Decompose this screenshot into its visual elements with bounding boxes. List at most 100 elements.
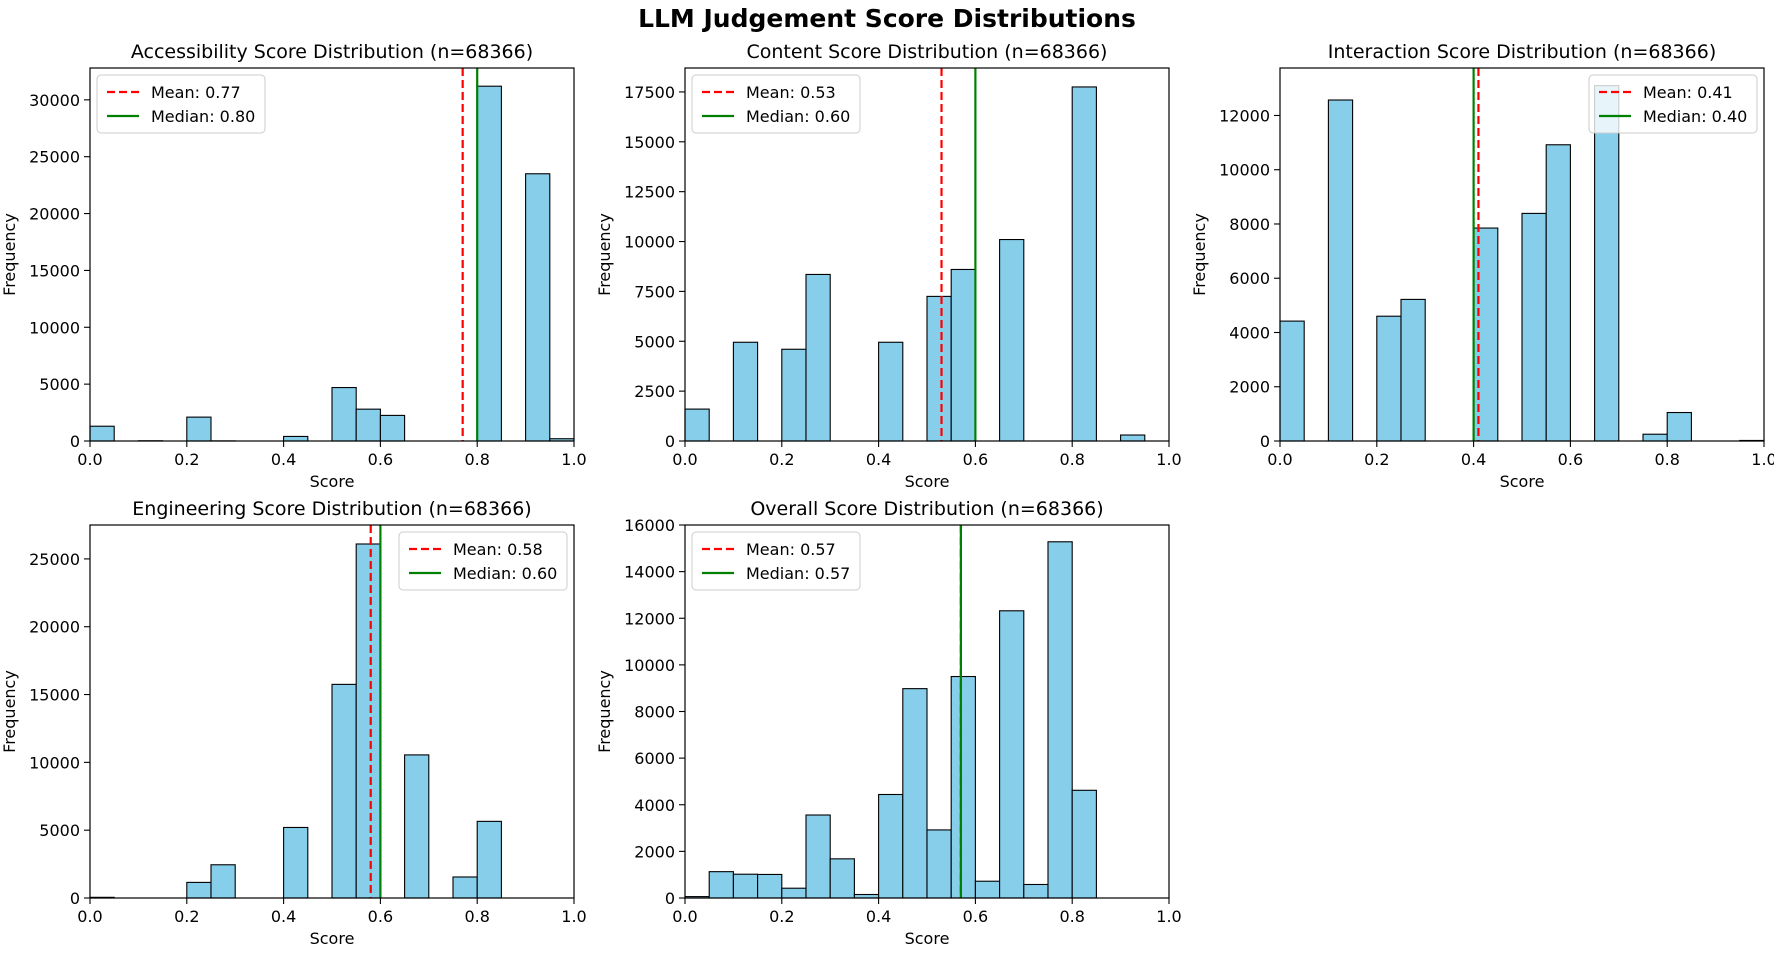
y-tick-label: 5000 (39, 821, 80, 840)
x-tick-label: 1.0 (1156, 450, 1181, 469)
y-tick-label: 20000 (29, 205, 80, 224)
x-tick-label: 1.0 (1156, 907, 1181, 926)
legend-median-label: Median: 0.60 (453, 564, 557, 583)
histogram-bar (757, 873, 783, 899)
y-tick-label: 12000 (624, 609, 675, 628)
histogram-bar (1047, 541, 1073, 899)
x-tick-label: 0.0 (1267, 450, 1292, 469)
y-tick-label: 7500 (634, 282, 675, 301)
axes-frame (1279, 67, 1765, 442)
histogram-bar (926, 829, 952, 899)
y-axis-label: Frequency (0, 213, 19, 296)
x-tick-label: 0.6 (963, 450, 988, 469)
x-tick-label: 0.0 (672, 907, 697, 926)
y-tick-label: 2000 (1229, 378, 1270, 397)
histogram-bar (186, 416, 212, 442)
chart-title: Accessibility Score Distribution (n=6836… (131, 41, 533, 63)
legend-box (691, 74, 861, 134)
x-axis-label: Score (1500, 472, 1545, 491)
histogram-bar (525, 173, 551, 442)
x-tick-label: 1.0 (561, 450, 586, 469)
y-tick-label: 25000 (29, 550, 80, 569)
x-tick-label: 0.4 (1461, 450, 1486, 469)
x-tick-label: 1.0 (561, 907, 586, 926)
y-tick-label: 15000 (29, 261, 80, 280)
histogram-bar (210, 864, 236, 899)
y-tick-label: 15000 (624, 133, 675, 152)
x-tick-label: 0.8 (464, 907, 489, 926)
y-tick-label: 2000 (634, 842, 675, 861)
histogram-bar (404, 754, 430, 899)
histogram-bar (902, 688, 928, 899)
x-axis-label: Score (310, 472, 355, 491)
histogram-bar (1666, 411, 1692, 442)
y-tick-label: 6000 (634, 749, 675, 768)
histogram-bar (732, 873, 759, 899)
x-tick-label: 0.2 (174, 450, 199, 469)
histogram-bar (283, 826, 309, 899)
histogram-bar (186, 881, 212, 899)
y-axis-label: Frequency (1190, 213, 1209, 296)
histogram-bar (1023, 883, 1049, 899)
chart-0 (84, 67, 575, 447)
y-tick-label: 8000 (1229, 215, 1270, 234)
histogram-bar (1376, 315, 1402, 442)
axes-frame (684, 67, 1170, 442)
y-tick-label: 25000 (29, 148, 80, 167)
histogram-bar (452, 876, 478, 899)
y-axis-label: Frequency (595, 213, 614, 296)
histogram-bar (999, 610, 1025, 899)
x-tick-label: 0.8 (464, 450, 489, 469)
histogram-bar (476, 85, 502, 442)
x-tick-label: 0.2 (1364, 450, 1389, 469)
histogram-bar (684, 408, 710, 442)
x-tick-label: 0.6 (368, 450, 393, 469)
figure-title: LLM Judgement Score Distributions (638, 4, 1136, 33)
x-axis-label: Score (310, 929, 355, 948)
histogram-bar (732, 341, 759, 442)
x-tick-label: 0.2 (769, 450, 794, 469)
y-tick-label: 0 (665, 432, 675, 451)
histogram-bar (1545, 144, 1571, 442)
legend-box (691, 531, 861, 591)
chart-title: Engineering Score Distribution (n=68366) (132, 498, 531, 520)
histogram-bar (708, 871, 734, 899)
histogram-bar (1279, 320, 1305, 442)
chart-title: Overall Score Distribution (n=68366) (750, 498, 1103, 520)
axes-frame (89, 524, 575, 899)
y-tick-label: 4000 (1229, 323, 1270, 342)
y-tick-label: 10000 (29, 318, 80, 337)
x-tick-label: 0.4 (271, 450, 296, 469)
y-tick-label: 0 (70, 432, 80, 451)
x-tick-label: 0.8 (1654, 450, 1679, 469)
legend-median-label: Median: 0.40 (1643, 107, 1747, 126)
x-tick-label: 0.0 (77, 907, 102, 926)
histogram-bar (1400, 298, 1426, 442)
histogram-bar (878, 341, 904, 442)
y-axis-label: Frequency (0, 670, 19, 753)
x-tick-label: 0.6 (368, 907, 393, 926)
y-tick-label: 5000 (634, 332, 675, 351)
x-tick-label: 0.8 (1059, 450, 1084, 469)
x-axis-label: Score (905, 472, 950, 491)
y-tick-label: 30000 (29, 91, 80, 110)
histogram-bar (1473, 227, 1499, 442)
histogram-bar (1071, 789, 1097, 899)
histogram-bar (805, 814, 831, 899)
histogram-bar (974, 880, 1001, 899)
legend-median-label: Median: 0.60 (746, 107, 850, 126)
histogram-bar (1642, 433, 1668, 442)
histogram-bar (331, 683, 357, 899)
histogram-bar (1594, 85, 1620, 442)
x-tick-label: 0.4 (866, 450, 891, 469)
x-tick-label: 0.0 (77, 450, 102, 469)
histogram-bar (1521, 212, 1547, 442)
x-tick-label: 0.6 (963, 907, 988, 926)
y-tick-label: 5000 (39, 375, 80, 394)
legend-median-label: Median: 0.80 (151, 107, 255, 126)
histogram-bar (89, 425, 115, 442)
chart-3 (84, 524, 575, 904)
y-tick-label: 4000 (634, 796, 675, 815)
